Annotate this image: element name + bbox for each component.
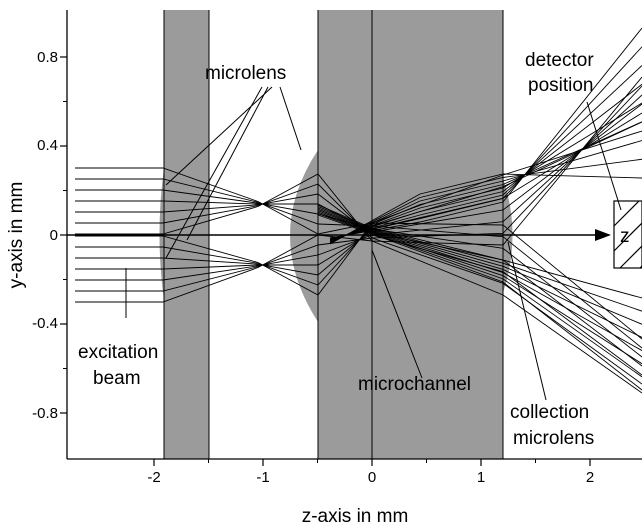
diverging-ray xyxy=(317,214,642,391)
optical-axis-arrowhead xyxy=(595,229,611,241)
y-tick-label: 0.4 xyxy=(37,137,58,154)
diverging-ray xyxy=(317,213,642,378)
collection-label-line2: microlens xyxy=(513,428,594,449)
x-tick-label: 0 xyxy=(368,469,376,486)
detector-hatching xyxy=(613,200,642,269)
microlens-leader xyxy=(186,86,269,241)
excitation-ray xyxy=(75,130,642,235)
excitation-ray xyxy=(75,94,642,236)
optical-axis-label: z xyxy=(620,226,630,247)
excitation-label-line2: beam xyxy=(93,368,141,389)
excitation-label-line1: excitation xyxy=(78,342,158,363)
excitation-ray xyxy=(75,76,642,246)
excitation-ray xyxy=(75,121,642,227)
diverging-ray xyxy=(317,207,642,325)
diverging-ray xyxy=(317,204,642,299)
axis-ticks xyxy=(60,56,591,466)
detector-box xyxy=(613,200,642,269)
collection-ray xyxy=(329,173,642,245)
collection-ray xyxy=(329,83,642,241)
excitation-ray xyxy=(75,225,642,349)
hatch-line xyxy=(619,245,642,269)
microchannel-label: microchannel xyxy=(358,374,471,395)
collection-leader xyxy=(507,241,547,401)
microlens-leader xyxy=(279,86,302,151)
diverging-ray xyxy=(317,208,642,338)
x-tick-label: -2 xyxy=(147,469,160,486)
collection-ray xyxy=(329,121,642,243)
x-axis-title: z-axis in mm xyxy=(302,506,409,527)
excitation-ray xyxy=(75,237,642,385)
diverging-ray xyxy=(317,211,642,365)
excitation-ray xyxy=(75,103,642,233)
microlens-leader xyxy=(165,86,263,259)
excitation-ray xyxy=(75,234,642,376)
collection-ray xyxy=(329,140,642,243)
collection-ray xyxy=(329,102,642,242)
microlens-label: microlens xyxy=(205,63,286,84)
excitation-ray xyxy=(75,222,642,340)
y-tick-label: 0.8 xyxy=(37,49,58,66)
hatch-line xyxy=(613,222,642,252)
y-tick-label: -0.8 xyxy=(32,405,58,422)
detector-label-line1: detector xyxy=(525,50,594,71)
diverging-ray xyxy=(317,210,642,351)
detector-leader xyxy=(586,101,622,211)
microlens-leader xyxy=(165,86,273,186)
diverging-ray xyxy=(317,206,642,312)
detector-label-line2: position xyxy=(528,75,594,96)
coupling-lens-bulge xyxy=(290,150,318,322)
excitation-ray xyxy=(75,228,642,358)
hatch-line xyxy=(613,200,640,227)
x-tick-label: 2 xyxy=(586,469,594,486)
y-tick-label: 0 xyxy=(50,227,58,244)
y-tick-label: -0.4 xyxy=(32,315,58,332)
x-tick-label: -1 xyxy=(256,469,269,486)
y-axis-title: y-axis in mm xyxy=(6,182,27,289)
excitation-ray xyxy=(75,85,642,239)
collection-ray xyxy=(329,65,642,240)
x-tick-label: 1 xyxy=(477,469,485,486)
ray-bundle xyxy=(75,27,642,394)
collection-label-line1: collection xyxy=(510,402,589,423)
collection-ray xyxy=(329,158,642,244)
microchannel-leader xyxy=(371,249,423,379)
